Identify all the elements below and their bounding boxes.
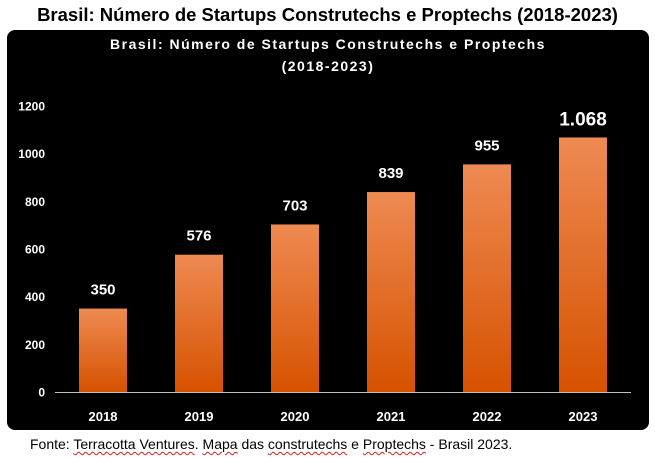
value-label: 576 [186, 228, 211, 245]
y-tick-label: 400 [25, 290, 45, 304]
x-tick-label: 2022 [473, 409, 502, 424]
x-tick-label: 2019 [185, 409, 214, 424]
x-tick-label: 2023 [569, 409, 598, 424]
chart-container: Brasil: Número de Startups Construtechs … [7, 30, 649, 430]
x-tick-label: 2018 [89, 409, 118, 424]
bar-2018 [79, 308, 127, 392]
bar-chart: 0 200 400 600 800 1000 1200 350 2018 576 2019 703 20… [18, 100, 631, 424]
value-label: 839 [378, 165, 403, 182]
y-tick-label: 1000 [18, 147, 45, 161]
value-label: 955 [474, 137, 499, 154]
source-note: Fonte: Terracotta Ventures. Mapa das con… [30, 436, 512, 452]
y-tick-label: 1200 [18, 100, 45, 114]
source-das: das [237, 436, 268, 452]
chart-title-line1: Brasil: Número de Startups Construtechs … [110, 36, 546, 52]
source-sep: . [194, 436, 203, 452]
source-mapa: Mapa [202, 436, 238, 452]
value-label: 1.068 [559, 109, 607, 130]
chart-title-line2: (2018-2023) [281, 58, 375, 74]
bar-2019 [175, 254, 223, 392]
page-title: Brasil: Número de Startups Construtechs … [37, 4, 618, 25]
y-tick-label: 200 [25, 338, 45, 352]
source-e: e [347, 436, 363, 452]
bar-2020 [271, 224, 319, 392]
value-label: 703 [282, 197, 307, 214]
y-tick-label: 0 [38, 386, 45, 400]
source-org: Terracotta Ventures [73, 436, 195, 452]
y-tick-label: 800 [25, 195, 45, 209]
bar-2023 [559, 137, 607, 392]
value-label: 350 [90, 282, 115, 299]
bar-2021 [367, 192, 415, 392]
x-tick-label: 2020 [281, 409, 310, 424]
source-end: - Brasil 2023. [425, 436, 513, 452]
y-tick-label: 600 [25, 243, 45, 257]
source-proptechs: Proptechs [362, 436, 426, 452]
source-construtechs: construtechs [267, 436, 348, 452]
x-tick-label: 2021 [377, 409, 406, 424]
source-label: Fonte: [30, 436, 70, 452]
bar-2022 [463, 164, 511, 392]
